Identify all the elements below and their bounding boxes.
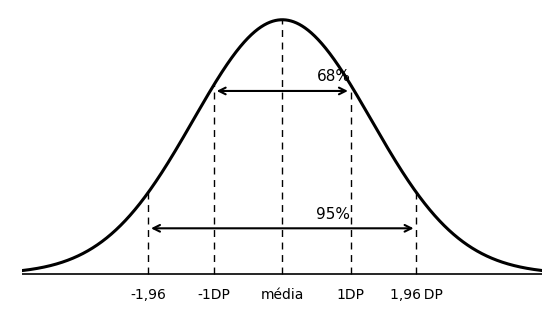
Text: 95%: 95% (316, 207, 350, 222)
Text: 68%: 68% (316, 69, 350, 84)
